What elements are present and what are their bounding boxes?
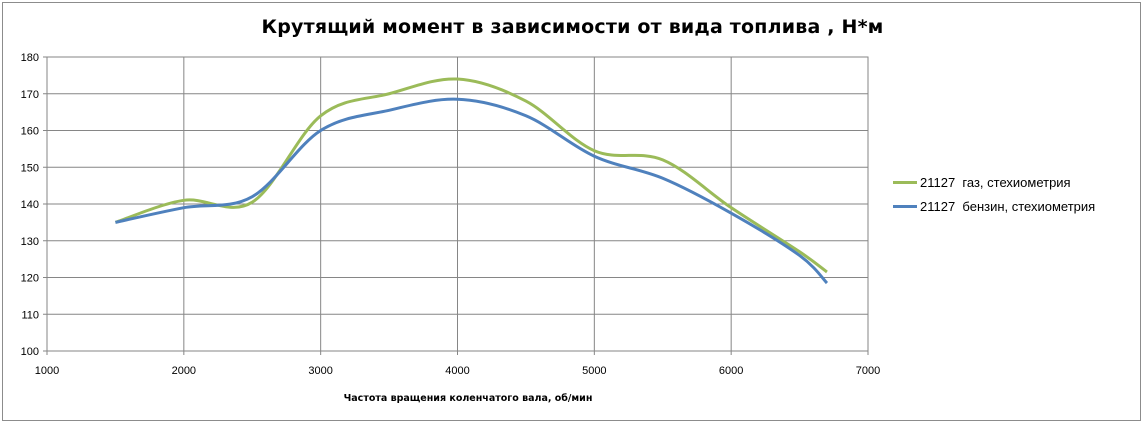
legend-label-petrol: 21127 бензин, стехиометрия (920, 198, 1096, 214)
y-tick-label: 150 (21, 162, 39, 174)
legend-swatch-petrol (893, 204, 917, 208)
series-line-gas (114, 77, 828, 274)
y-tick-label: 130 (21, 236, 39, 248)
series-line-petrol (115, 97, 829, 285)
legend: 21127 газ, стехиометрия 21127 бензин, ст… (893, 170, 1133, 218)
x-axis-title: Частота вращения коленчатого вала, об/ми… (343, 393, 593, 404)
legend-item-petrol: 21127 бензин, стехиометрия (893, 194, 1133, 218)
y-tick-label: 140 (21, 199, 39, 211)
x-tick-label: 1000 (35, 365, 59, 377)
x-tick-label: 2000 (172, 365, 196, 377)
chart-title: Крутящий момент в зависимости от вида то… (261, 16, 884, 38)
y-tick-label: 120 (21, 273, 39, 285)
legend-label-gas: 21127 газ, стехиометрия (920, 174, 1071, 190)
legend-swatch-gas (893, 180, 917, 184)
legend-item-gas: 21127 газ, стехиометрия (893, 170, 1133, 194)
x-tick-label: 7000 (856, 365, 880, 377)
y-tick-label: 160 (21, 126, 39, 138)
y-tick-label: 110 (21, 309, 39, 321)
x-tick-label: 3000 (308, 365, 332, 377)
y-tick-label: 180 (21, 52, 39, 64)
y-tick-label: 170 (21, 89, 39, 101)
x-tick-label: 5000 (582, 365, 606, 377)
x-tick-label: 6000 (719, 365, 743, 377)
y-tick-label: 100 (21, 346, 39, 358)
plot-border (46, 56, 869, 352)
x-tick-label: 4000 (445, 365, 469, 377)
